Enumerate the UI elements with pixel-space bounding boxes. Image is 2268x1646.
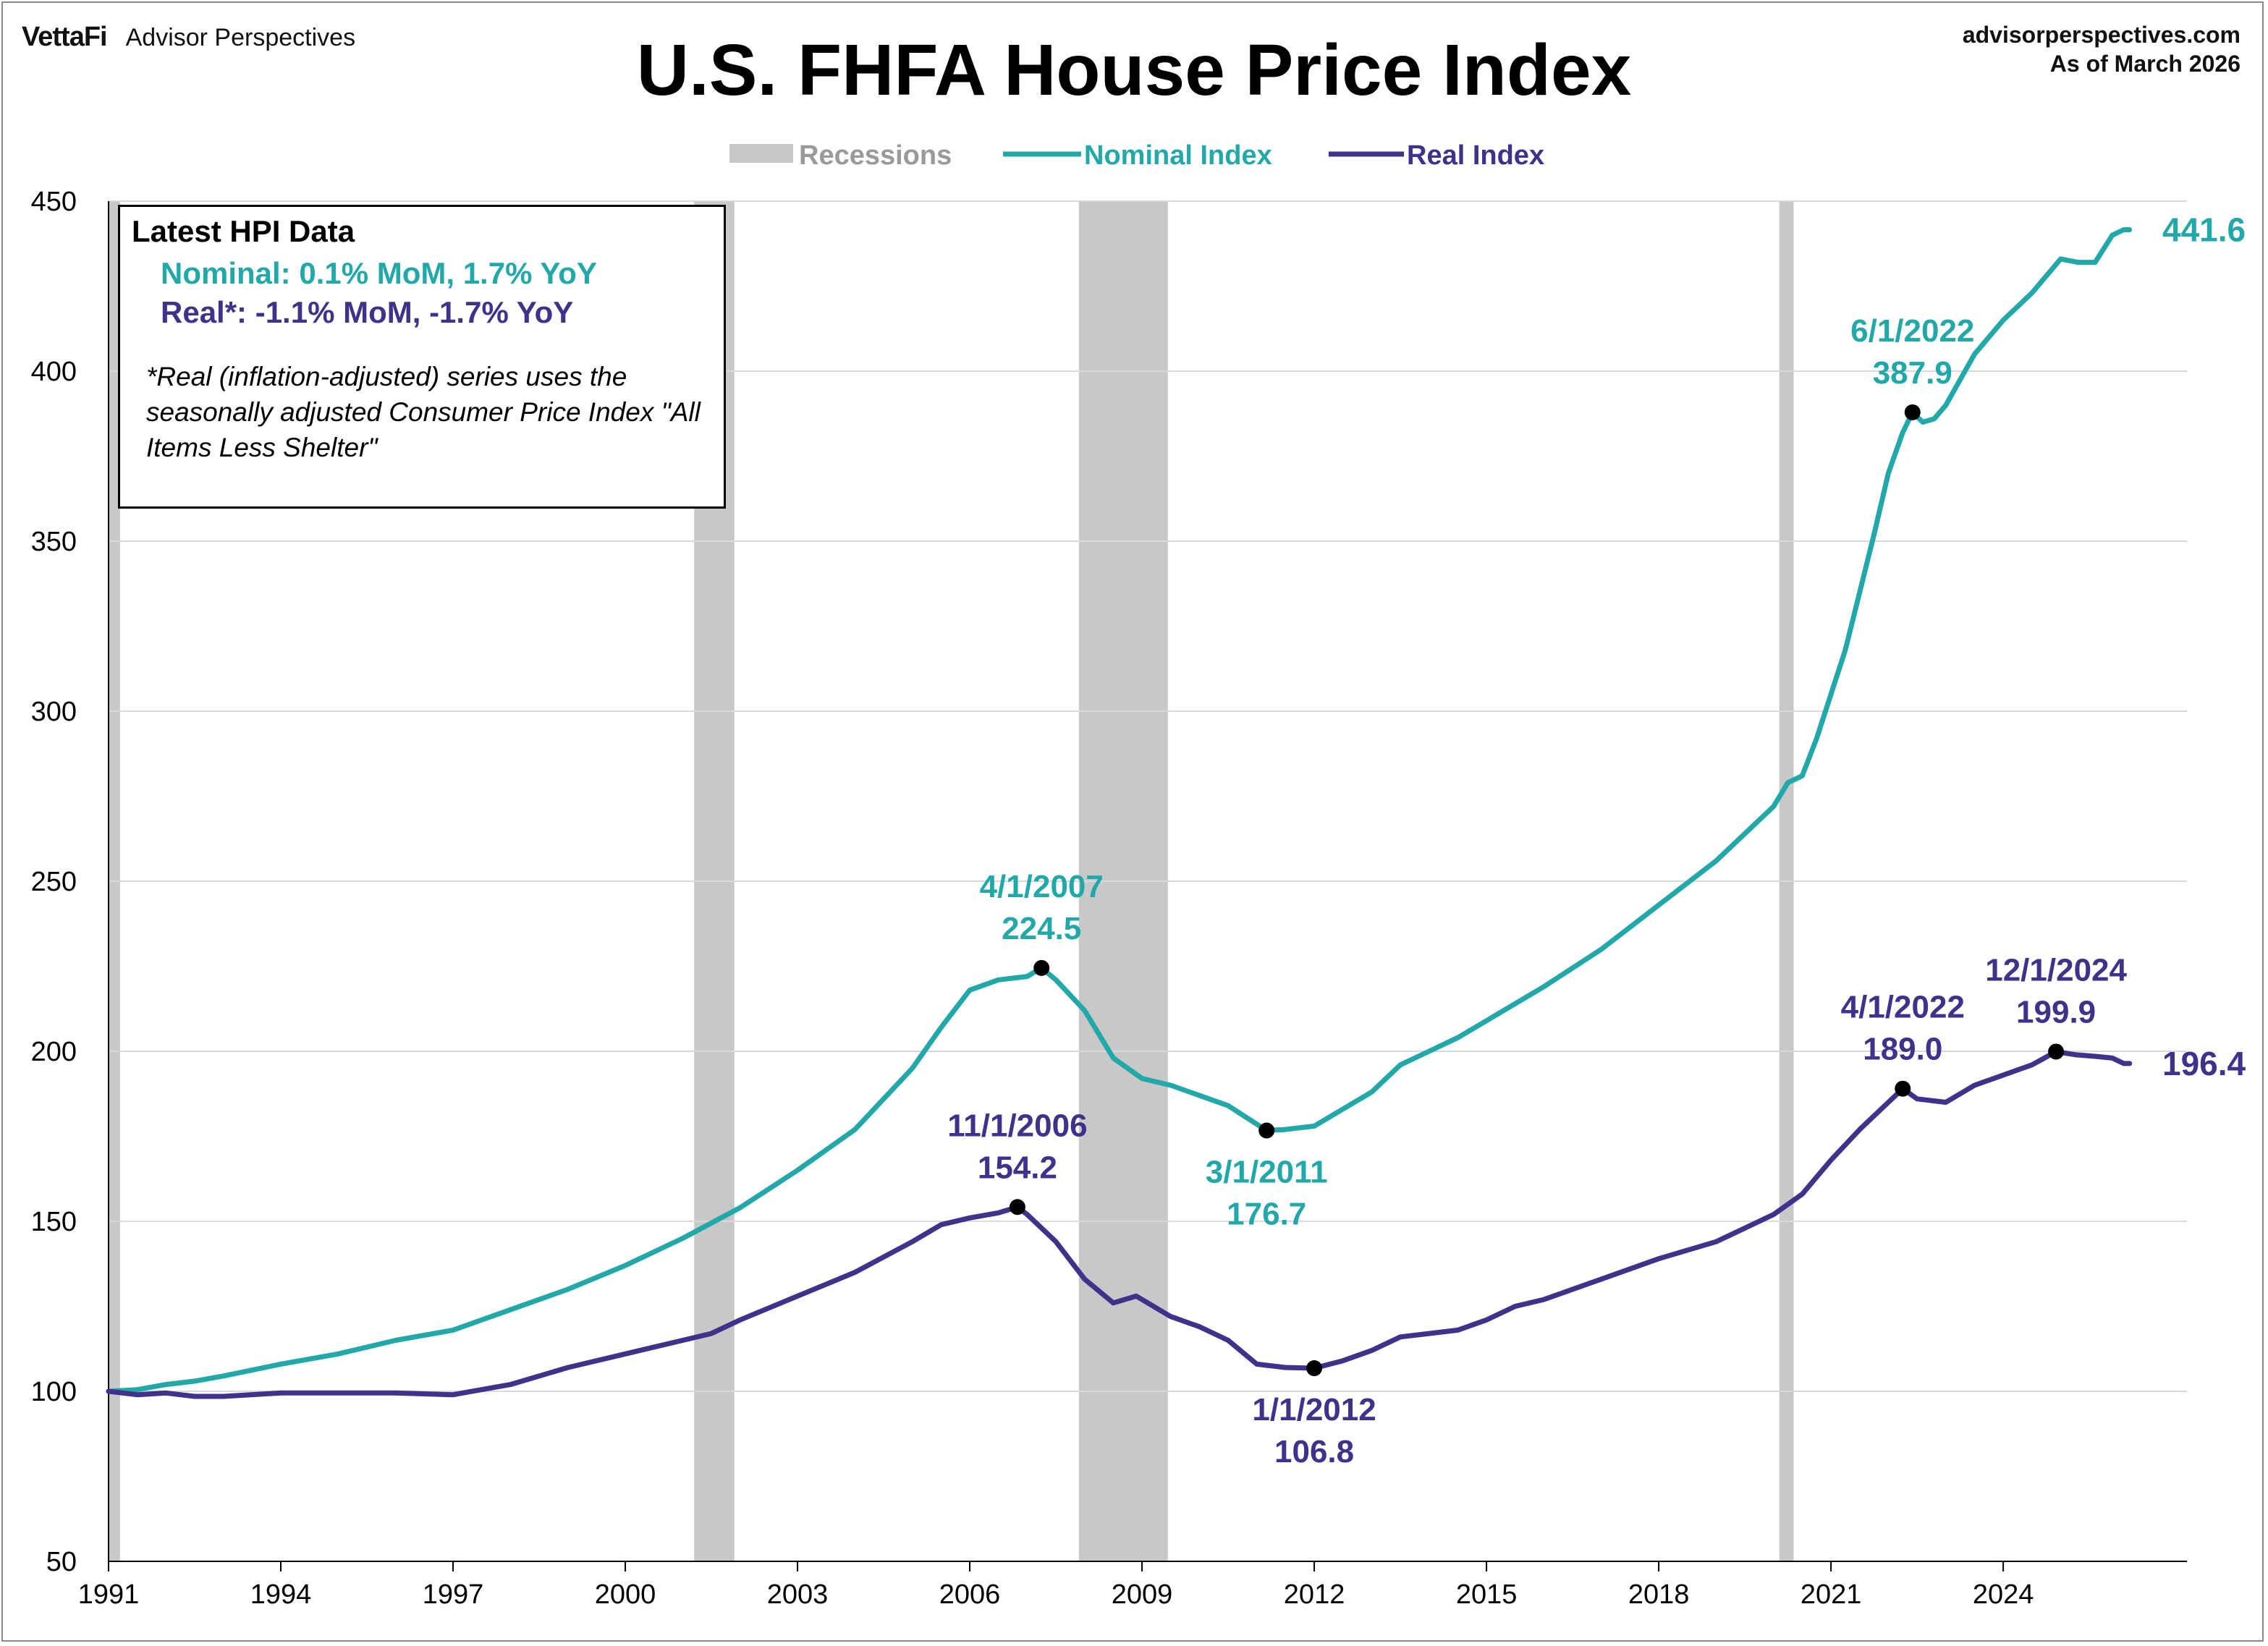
brand-primary: VettaFi — [22, 22, 108, 52]
annotation-marker — [1904, 404, 1921, 420]
axes: 50 100 150 200 250 300 350 400 450 1991 1994 1997 20… — [31, 187, 2187, 1610]
legend: Recessions Nominal Index Real Index — [729, 140, 1544, 171]
annotation-date: 6/1/2022 — [1850, 313, 1974, 349]
x-tick-label: 2015 — [1456, 1579, 1518, 1610]
y-tick-label: 50 — [46, 1547, 77, 1577]
y-tick-label: 350 — [31, 527, 77, 557]
x-tick-label: 2006 — [939, 1579, 1001, 1610]
annotation-marker — [1306, 1360, 1323, 1377]
x-tick-label: 2024 — [1973, 1579, 2034, 1610]
x-tick-label: 2018 — [1628, 1579, 1690, 1610]
annotation-value: 154.2 — [978, 1150, 1057, 1185]
annotation-date: 1/1/2012 — [1252, 1392, 1376, 1427]
x-tick-label: 1994 — [250, 1579, 312, 1610]
y-tick-label: 200 — [31, 1037, 77, 1067]
end-label: 196.4 — [2162, 1045, 2246, 1082]
y-tick-label: 150 — [31, 1207, 77, 1237]
info-note: *Real (inflation-adjusted) series uses t… — [146, 362, 701, 462]
annotation-date: 4/1/2007 — [980, 869, 1104, 904]
annotation-value: 199.9 — [2016, 994, 2096, 1030]
gridlines — [109, 200, 2187, 1392]
x-tick-label: 1991 — [78, 1579, 140, 1610]
annotation-value: 176.7 — [1227, 1197, 1306, 1232]
legend-label-real: Real Index — [1407, 140, 1544, 171]
annotation-value: 189.0 — [1863, 1032, 1942, 1067]
info-nominal-line: Nominal: 0.1% MoM, 1.7% YoY — [161, 256, 597, 290]
annotation-value: 106.8 — [1274, 1434, 1354, 1469]
y-tick-label: 250 — [31, 867, 77, 897]
annotation-date: 12/1/2024 — [1985, 952, 2127, 988]
chart-title: U.S. FHFA House Price Index — [636, 30, 1632, 111]
brand-logo: VettaFi Advisor Perspectives — [22, 22, 355, 53]
x-tick-label: 2000 — [595, 1579, 656, 1610]
annotation-marker — [1009, 1199, 1025, 1216]
legend-label-recessions: Recessions — [799, 140, 952, 171]
latest-hpi-box: Latest HPI Data Nominal: 0.1% MoM, 1.7% … — [118, 205, 726, 509]
annotations: 4/1/2007 224.5 3/1/2011 176.7 6/1/2022 387.9 1… — [947, 211, 2246, 1469]
annotation-date: 3/1/2011 — [1206, 1155, 1328, 1190]
annotation-marker — [2048, 1043, 2065, 1060]
site-url: advisorperspectives.com — [1962, 22, 2241, 48]
series-line-real-index — [106, 1049, 2133, 1399]
series-line-nominal-index — [106, 227, 2133, 1394]
annotation-value: 387.9 — [1873, 355, 1952, 391]
annotation-date: 11/1/2006 — [947, 1108, 1087, 1143]
x-tick-label: 1997 — [423, 1579, 484, 1610]
annotation-marker — [1895, 1080, 1911, 1097]
annotation-marker — [1033, 959, 1050, 976]
legend-label-nominal: Nominal Index — [1084, 140, 1272, 171]
x-tick-label: 2012 — [1284, 1579, 1345, 1610]
x-tick-label: 2021 — [1801, 1579, 1862, 1610]
x-tick-label: 2003 — [767, 1579, 829, 1610]
annotation-date: 4/1/2022 — [1841, 990, 1965, 1025]
site-info: advisorperspectives.com As of March 2026 — [1963, 20, 2241, 78]
annotation-value: 224.5 — [1002, 911, 1081, 946]
annotation-marker — [1258, 1122, 1275, 1139]
y-tick-label: 100 — [31, 1377, 77, 1407]
y-tick-label: 400 — [31, 357, 77, 387]
info-real-line: Real*: -1.1% MoM, -1.7% YoY — [161, 295, 574, 329]
y-tick-label: 450 — [31, 187, 77, 217]
y-tick-label: 300 — [31, 697, 77, 727]
x-tick-label: 2009 — [1112, 1579, 1173, 1610]
as-of-date: As of March 2026 — [2049, 51, 2241, 77]
brand-secondary: Advisor Perspectives — [125, 24, 356, 51]
legend-swatch-recessions — [729, 144, 793, 163]
info-heading: Latest HPI Data — [132, 214, 355, 248]
end-label: 441.6 — [2162, 211, 2246, 248]
series-lines — [106, 227, 2133, 1399]
